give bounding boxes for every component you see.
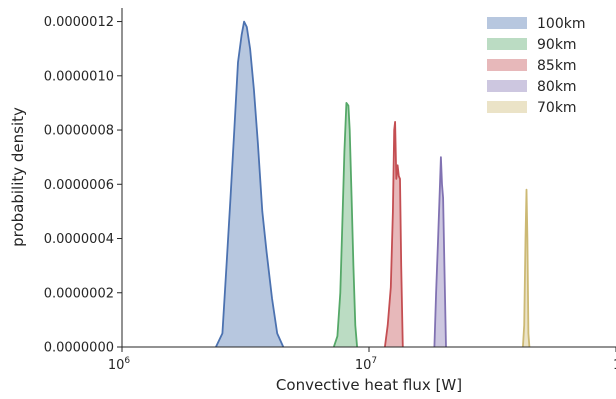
series-2-line [384, 121, 404, 348]
series-1-area [333, 102, 358, 348]
x-tick-group: 106 107 108 [108, 347, 616, 373]
legend-swatch [487, 80, 527, 92]
y-tick-label: 0.0000004 [44, 232, 114, 247]
legend: 100km 90km 85km 80km 70km [487, 16, 585, 116]
series-2-area [384, 121, 403, 348]
y-tick-label: 0.0000000 [44, 341, 114, 356]
x-tick-label: 106 [108, 356, 131, 373]
legend-label: 100km [537, 16, 585, 32]
legend-label: 90km [537, 37, 577, 53]
legend-swatch [487, 17, 527, 29]
legend-label: 80km [537, 79, 577, 95]
legend-swatch [487, 101, 527, 113]
series-1-line [332, 102, 358, 348]
y-axis-label: probability density [9, 107, 27, 247]
series-layer [215, 20, 531, 348]
x-tick-label: 107 [355, 356, 377, 373]
y-tick-label: 0.0000006 [44, 178, 114, 193]
y-tick-label: 0.0000010 [44, 69, 114, 84]
y-tick-label: 0.0000002 [44, 286, 114, 301]
plot-background [122, 8, 616, 347]
y-tick-label: 0.0000012 [44, 15, 114, 30]
series-4-line [522, 188, 531, 348]
y-tick-group: 0.0000000 0.0000002 0.0000004 0.0000006 0.00… [44, 15, 122, 356]
series-3-line [433, 156, 447, 348]
legend-swatch [487, 59, 527, 71]
x-axis-label: Convective heat flux [W] [276, 376, 462, 394]
legend-label: 70km [537, 100, 577, 116]
x-tick-label: 108 [613, 356, 616, 373]
series-0-area [215, 21, 284, 347]
y-tick-label: 0.0000008 [44, 124, 114, 139]
series-0-line [215, 20, 285, 348]
legend-swatch [487, 38, 527, 50]
legend-label: 85km [537, 58, 577, 74]
